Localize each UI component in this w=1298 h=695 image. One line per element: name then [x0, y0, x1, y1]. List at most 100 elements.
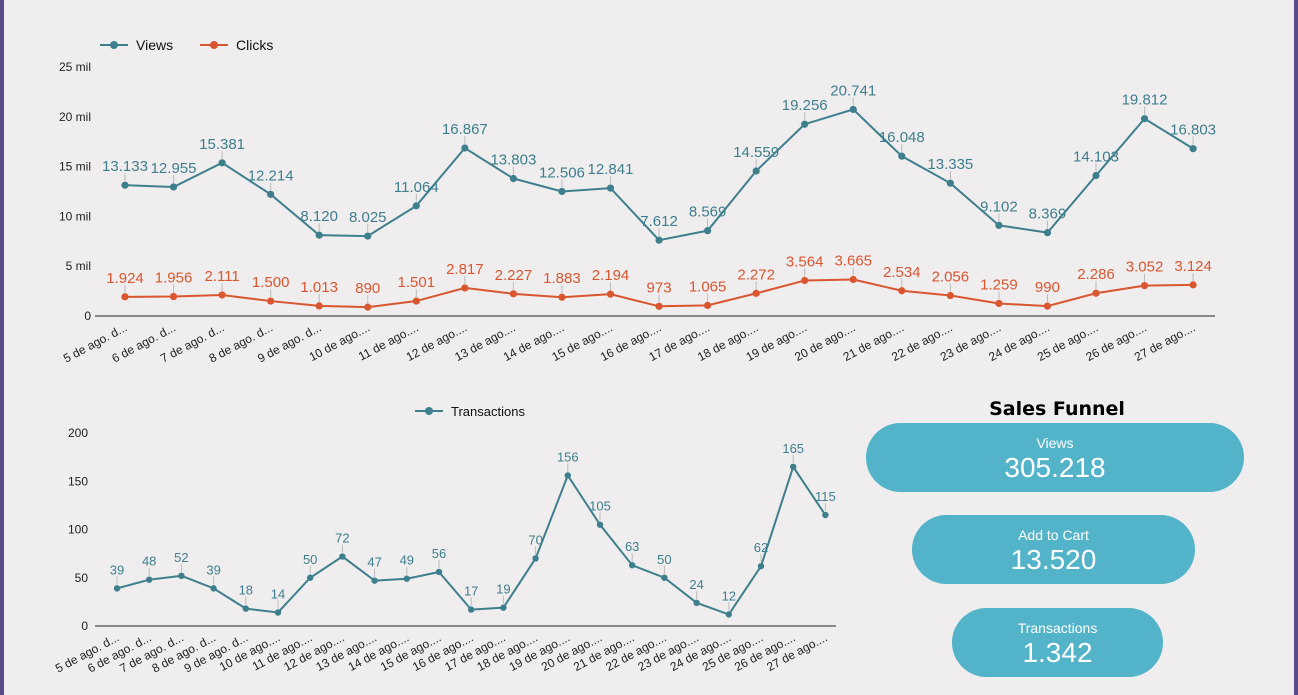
chart1-point-views: [801, 120, 809, 128]
chart1-data-label-clicks: 990: [1035, 279, 1060, 296]
chart2-data-label-transactions: 62: [754, 540, 768, 555]
chart1-point-views: [509, 174, 517, 183]
chart1-y-tick-label: 15 mil: [59, 160, 91, 174]
chart1-point-views: [752, 167, 760, 175]
chart1-data-label-clicks: 890: [355, 280, 380, 297]
chart1-legend-marker-clicks: [210, 41, 218, 49]
chart1-point-clicks: [1140, 282, 1149, 290]
chart2-data-label-transactions: 12: [722, 588, 736, 603]
chart1-point-views: [121, 181, 129, 189]
chart2-data-label-transactions: 49: [400, 553, 414, 568]
chart1-point-views: [1043, 229, 1052, 237]
frame-border-right: [1294, 0, 1298, 695]
chart2-point-transactions: [210, 585, 217, 592]
chart1-point-clicks: [121, 293, 129, 301]
chart1-point-clicks: [558, 293, 566, 301]
funnel-transactions-value: 1.342: [1022, 637, 1093, 668]
chart1-point-views: [315, 231, 323, 239]
chart2-point-transactions: [146, 576, 153, 583]
chart2-data-label-transactions: 24: [689, 577, 703, 592]
chart1-point-clicks: [655, 302, 663, 310]
chart1-data-label-clicks: 2.534: [883, 264, 921, 281]
chart2-data-label-transactions: 50: [657, 552, 671, 567]
chart2-data-label-transactions: 165: [782, 441, 804, 456]
chart2-data-label-transactions: 115: [815, 489, 836, 504]
chart2-data-label-transactions: 70: [528, 532, 542, 547]
chart2-y-tick-label: 100: [68, 523, 88, 537]
chart2-point-transactions: [725, 611, 732, 618]
chart1-data-label-clicks: 1.924: [106, 270, 144, 287]
chart2-point-transactions: [468, 606, 475, 613]
chart2-point-transactions: [596, 521, 604, 528]
chart1-data-label-clicks: 1.065: [689, 278, 727, 295]
chart1-data-label-views: 20.741: [830, 82, 876, 99]
chart2-point-transactions: [274, 609, 282, 616]
chart1-point-clicks: [801, 276, 809, 285]
chart1-point-views: [1140, 115, 1149, 123]
chart1-point-clicks: [946, 291, 954, 300]
chart1-point-views: [169, 183, 178, 191]
funnel-transactions-card: Transactions 1.342: [952, 608, 1163, 677]
chart1-data-label-views: 19.812: [1122, 92, 1168, 109]
chart1-y-tick-label: 10 mil: [59, 209, 91, 223]
chart1-point-clicks: [461, 284, 469, 292]
chart1-data-label-views: 15.381: [199, 136, 245, 153]
chart2-data-label-transactions: 19: [496, 582, 510, 597]
chart1-data-label-views: 13.803: [490, 152, 536, 169]
chart2-point-transactions: [564, 472, 571, 479]
chart1-data-label-views: 13.335: [927, 156, 973, 173]
chart1-point-views: [558, 187, 566, 196]
chart1-y-tick-label: 5 mil: [66, 259, 91, 273]
chart1-data-label-views: 14.559: [733, 144, 779, 161]
chart2-point-transactions: [822, 511, 829, 519]
chart2-data-label-transactions: 105: [589, 499, 611, 514]
chart1-data-label-clicks: 3.124: [1174, 258, 1212, 275]
funnel-views-value: 305.218: [1004, 452, 1106, 483]
chart2-point-transactions: [339, 553, 346, 560]
funnel-views-label: Views: [1036, 435, 1074, 451]
chart1-data-label-views: 8.569: [689, 204, 727, 221]
chart1-point-views: [218, 159, 226, 167]
chart1-data-label-views: 19.256: [782, 97, 828, 114]
chart2-data-label-transactions: 47: [367, 555, 381, 570]
chart1-data-label-views: 12.955: [151, 160, 197, 177]
chart2-point-transactions: [757, 562, 765, 570]
chart1-data-label-clicks: 1.501: [398, 274, 436, 291]
chart1-point-views: [412, 202, 420, 210]
chart1-data-label-clicks: 2.111: [204, 268, 239, 285]
chart1-data-label-clicks: 1.956: [155, 270, 193, 287]
chart2-point-transactions: [790, 463, 797, 470]
funnel-add-to-cart-card: Add to Cart 13.520: [912, 515, 1195, 584]
chart2-data-label-transactions: 39: [206, 562, 220, 577]
chart1-point-views: [849, 105, 857, 114]
chart1-point-clicks: [218, 291, 226, 299]
chart1-data-label-clicks: 3.665: [834, 252, 872, 269]
chart2-point-transactions: [661, 574, 668, 581]
chart1-point-views: [606, 184, 615, 192]
frame-border-left: [0, 0, 4, 695]
chart2-point-transactions: [532, 555, 539, 562]
chart1-data-label-clicks: 2.272: [737, 266, 775, 283]
chart1-data-label-clicks: 3.052: [1126, 259, 1164, 276]
chart1-data-label-views: 9.102: [980, 198, 1018, 215]
chart1-point-clicks: [995, 299, 1003, 308]
chart1-data-label-clicks: 1.500: [252, 274, 290, 291]
chart1-point-views: [898, 152, 906, 160]
chart1-point-views: [267, 190, 275, 198]
chart1-data-label-views: 14.103: [1073, 149, 1119, 166]
chart2-data-label-transactions: 50: [303, 552, 317, 567]
chart1-point-clicks: [169, 292, 178, 301]
chart1-point-views: [995, 221, 1003, 229]
chart1-data-label-views: 11.064: [394, 179, 439, 196]
chart1-y-tick-label: 20 mil: [59, 110, 91, 124]
chart2-y-tick-label: 50: [75, 571, 89, 585]
chart1-y-tick-label: 25 mil: [59, 60, 91, 74]
chart2-data-label-transactions: 56: [432, 546, 446, 561]
chart1-point-views: [655, 236, 663, 244]
chart1-data-label-clicks: 2.817: [446, 261, 484, 278]
chart2-point-transactions: [178, 572, 185, 580]
chart2-point-transactions: [113, 585, 121, 592]
funnel-add-to-cart-label: Add to Cart: [1018, 527, 1089, 543]
chart1-data-label-clicks: 1.259: [980, 276, 1018, 293]
chart1-data-label-views: 12.214: [248, 167, 294, 184]
